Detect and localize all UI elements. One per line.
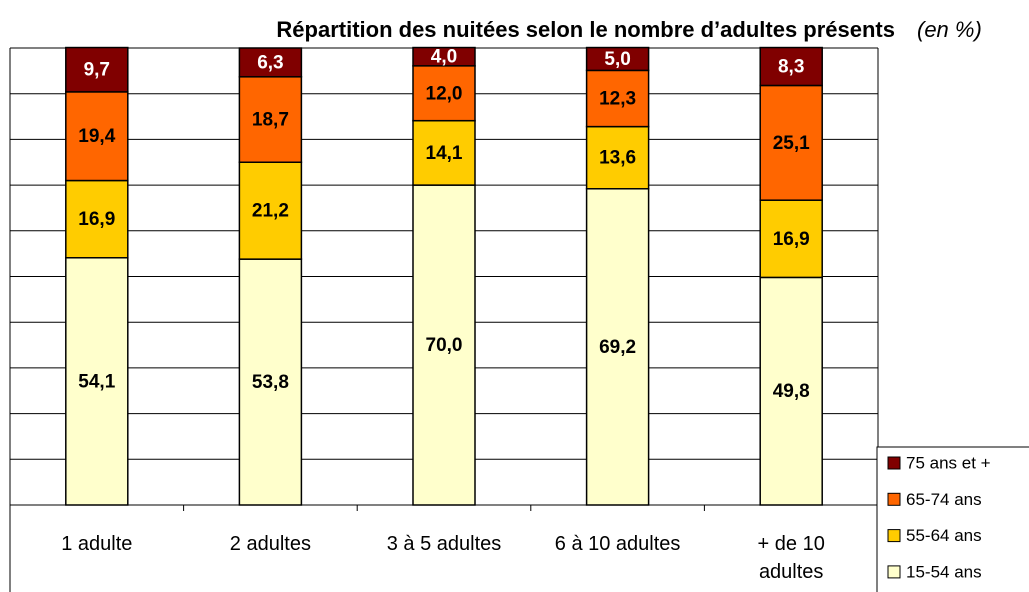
bar-segment bbox=[412, 46, 476, 67]
legend-swatch bbox=[887, 492, 901, 506]
chart-subtitle: (en %) bbox=[917, 17, 982, 42]
legend-label: 75 ans et + bbox=[906, 453, 991, 472]
value-label: 53,8 bbox=[252, 372, 289, 393]
value-label: 16,9 bbox=[78, 209, 115, 230]
bar-segment bbox=[759, 276, 823, 506]
value-label: 14,1 bbox=[426, 143, 463, 164]
value-label: 70,0 bbox=[426, 335, 463, 356]
legend-swatch bbox=[887, 565, 901, 579]
bar-segment bbox=[412, 119, 476, 186]
value-label: 12,0 bbox=[426, 83, 463, 104]
value-label: 54,1 bbox=[78, 371, 115, 392]
x-tick-label: 6 à 10 adultes bbox=[554, 533, 681, 555]
value-label: 16,9 bbox=[773, 229, 810, 250]
x-tick-label: 2 adultes bbox=[229, 533, 311, 555]
value-label: 4,0 bbox=[431, 47, 457, 68]
legend-label: 55-64 ans bbox=[906, 526, 982, 545]
value-label: 25,1 bbox=[773, 133, 810, 154]
x-tick-label: + de 10 adultes bbox=[757, 533, 825, 583]
value-label: 8,3 bbox=[778, 57, 804, 78]
value-label: 21,2 bbox=[252, 201, 289, 222]
value-label: 13,6 bbox=[599, 148, 636, 169]
value-label: 18,7 bbox=[252, 110, 289, 131]
bar-segment bbox=[65, 46, 129, 93]
chart-title: Répartition des nuitées selon le nombre … bbox=[276, 17, 895, 42]
value-label: 9,7 bbox=[84, 60, 110, 81]
bar-segment bbox=[238, 161, 303, 260]
legend-swatch bbox=[887, 456, 901, 470]
bar-segment bbox=[238, 258, 303, 506]
bar-segment bbox=[759, 199, 823, 279]
legend-swatch bbox=[887, 529, 901, 543]
legend-box bbox=[876, 446, 1029, 592]
bar-segment bbox=[585, 46, 650, 72]
value-label: 19,4 bbox=[78, 126, 115, 147]
value-label: 6,3 bbox=[257, 52, 283, 73]
bar-segment bbox=[412, 65, 476, 122]
bar-segment bbox=[238, 47, 303, 78]
legend-label: 15-54 ans bbox=[906, 562, 982, 581]
value-label: 49,8 bbox=[773, 381, 810, 402]
bar-segment bbox=[238, 76, 303, 163]
value-label: 5,0 bbox=[604, 49, 630, 70]
legend-label: 65-74 ans bbox=[906, 490, 982, 509]
x-tick-label: 1 adulte bbox=[61, 533, 133, 555]
bar-segment bbox=[759, 84, 823, 201]
bar-segment bbox=[585, 69, 650, 128]
bar-segment bbox=[412, 184, 476, 506]
value-label: 69,2 bbox=[599, 337, 636, 358]
value-label: 12,3 bbox=[599, 89, 636, 110]
x-tick-label: 3 à 5 adultes bbox=[386, 533, 502, 555]
bar-segment bbox=[759, 46, 823, 87]
